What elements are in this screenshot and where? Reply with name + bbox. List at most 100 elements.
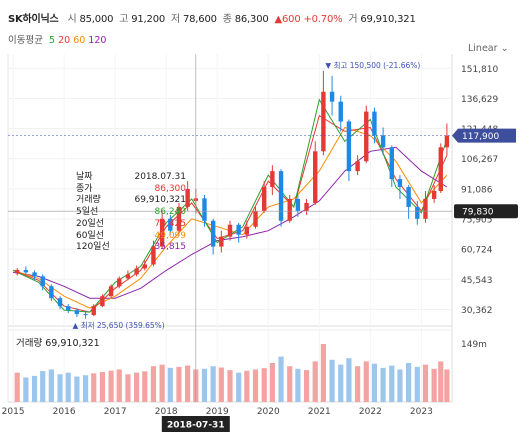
price-tick-label: 75,905 [461,215,493,225]
year-tick-label: 2015 [2,407,25,417]
tooltip-row-value: 35,815 [154,242,187,253]
volume-bar [116,369,122,402]
open-price: 85,000 [79,14,114,25]
current-price-label: 117,900 [462,132,499,142]
chevron-down-icon: ⌄ [500,43,509,54]
scale-mode-label: Linear [468,43,498,54]
high-marker-label: ▼ 최고 150,500 (-21.66%) [325,60,420,70]
scale-mode-dropdown[interactable]: Linear ⌄ [468,43,509,54]
volume-bar [329,359,335,402]
candle-body [91,306,96,316]
volume-axis-label: 149m [461,340,487,350]
tooltip-row: 날짜 2018.07.31 [76,172,186,184]
volume-bar [159,364,165,402]
candle-body [227,224,233,237]
tooltip-row-value: 86,240 [154,207,187,218]
tooltip-row: 거래량 69,910,321 [76,195,186,207]
candle-body [278,171,284,221]
candle-body [415,206,420,219]
candle-body [49,286,54,299]
candle-body [364,111,369,162]
candle-body [83,314,88,316]
volume-label: 거 [348,14,358,25]
tooltip-row: 종가 86,300 [76,184,186,196]
volume-bar [65,372,71,402]
volume-bar [74,376,80,402]
candle-body [253,210,258,227]
candle-body [66,306,71,311]
tooltip-row-label: 종가 [76,183,93,194]
volume-bar [303,370,310,402]
year-tick-label: 2019 [206,407,229,417]
volume-bar [346,358,352,402]
volume-bar [142,371,148,402]
volume-bar [244,370,250,402]
candle-body [236,224,241,235]
volume-bar [185,365,191,402]
candle-body [74,310,80,315]
candle-body [444,135,450,148]
ma60-label[interactable]: 60 [73,35,86,46]
ma5-label[interactable]: 5 [49,35,56,46]
candle-body [438,147,443,191]
price-tick-label: 45,543 [461,276,493,286]
crosshair-price-label: 79,830 [462,208,494,218]
candle-body [423,198,428,219]
tooltip-row-value: 2018.07.31 [134,172,186,182]
candle-body [329,91,335,102]
price-tick-label: 151,810 [461,65,498,75]
low-marker-label: ▲ 최저 25,650 (359.65%) [73,320,165,330]
volume-bar [252,369,259,402]
candle-body [168,218,173,231]
volume-bar [287,366,293,402]
tooltip-row-label: 120일선 [76,242,110,253]
candle-body [380,135,386,148]
volume-bar [218,367,224,402]
volume-bar [422,364,429,402]
volume-bar [371,363,378,402]
candle-body [159,218,165,247]
volume-bar [269,363,275,402]
candle-body [151,246,156,265]
volume-bar [108,370,114,402]
volume-bar [414,366,420,402]
markers: 79,830 117,900 2018-07-31 ▼ 최고 150,500 (-21… [8,54,518,432]
candle-body [304,202,309,211]
candle-body [117,278,122,287]
price-tick-label: 136,629 [461,95,498,105]
volume-bar [125,374,131,402]
candle-body [210,220,216,247]
crosshair-date-label: 2018-07-31 [167,421,225,431]
volume-bar [380,367,386,402]
close-label: 종 [222,14,232,25]
candle-body [313,151,318,203]
volume-bar [201,368,208,402]
volume-bar [261,368,267,402]
open-label: 시 [67,14,77,25]
tooltip-row-label: 날짜 [76,172,93,182]
candle-body [40,276,45,287]
ma20-label[interactable]: 20 [58,35,71,46]
volume-bar [14,372,20,402]
candle-body [338,101,343,122]
high-price: 91,200 [131,14,166,25]
candle-body [346,121,352,172]
ma120-label[interactable]: 120 [88,35,107,46]
candle-body [125,274,131,279]
tooltip-row-value: 70,425 [154,218,187,229]
candle-body [108,286,114,297]
current-price-box [452,128,516,143]
tooltip-row-value: 86,300 [154,183,187,194]
volume-bar [236,372,242,402]
volume-bar [167,367,173,402]
ma-legend: 이동평균 5 20 60 120 [8,32,106,46]
volume-bar [210,366,216,402]
candle-body [406,187,411,207]
volume-bar [363,361,369,402]
tooltip-row-value: 49,099 [154,230,187,241]
tooltip-row-label: 거래량 [76,195,101,206]
candle-body [389,147,394,180]
candle-body [321,91,326,152]
candle-body [23,270,29,273]
